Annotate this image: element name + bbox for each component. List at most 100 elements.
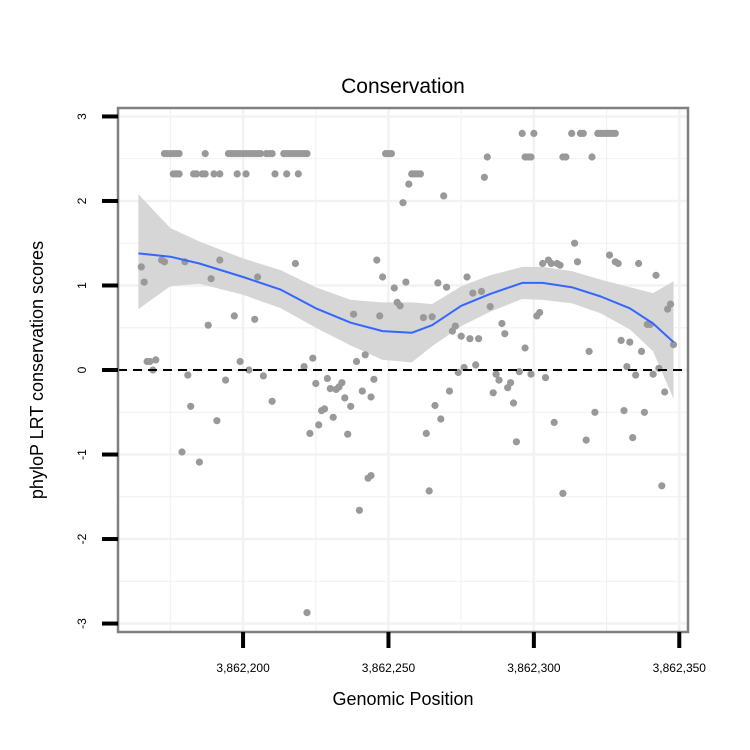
data-point: [402, 278, 410, 286]
smooth-line: [138, 252, 675, 343]
data-point: [480, 173, 488, 181]
y-tick-label: -2: [75, 533, 89, 544]
data-point: [233, 170, 241, 178]
data-point: [146, 357, 154, 366]
data-point: [358, 387, 366, 395]
data-point: [498, 319, 506, 328]
data-point: [588, 153, 596, 161]
data-point: [539, 259, 547, 268]
data-point: [352, 357, 361, 366]
data-point: [184, 371, 192, 379]
data-point: [620, 407, 628, 415]
data-point: [373, 256, 381, 264]
data-point: [323, 374, 331, 383]
data-point: [617, 336, 625, 344]
data-point: [614, 259, 622, 268]
data-point: [582, 436, 590, 444]
data-point: [137, 263, 145, 271]
data-point: [338, 379, 346, 387]
data-point: [477, 287, 486, 295]
data-point: [309, 354, 317, 362]
data-point: [201, 170, 209, 178]
y-tick-label: 2: [75, 197, 89, 204]
data-point: [547, 259, 555, 268]
data-point: [192, 170, 201, 178]
data-point: [559, 489, 567, 497]
data-point: [367, 393, 375, 401]
data-point: [315, 421, 323, 429]
data-point: [550, 418, 558, 426]
data-point: [568, 129, 576, 137]
data-point: [204, 321, 212, 329]
data-point: [562, 153, 570, 161]
data-point: [207, 275, 215, 283]
data-point: [434, 279, 442, 287]
data-point: [445, 387, 454, 395]
data-point: [312, 379, 320, 388]
smooth-line-layer: [138, 252, 675, 343]
data-point: [521, 344, 529, 352]
data-point: [507, 379, 515, 387]
data-point: [306, 429, 314, 437]
data-point: [495, 376, 503, 384]
data-point: [268, 150, 276, 158]
data-point: [320, 405, 329, 413]
data-point: [605, 251, 614, 259]
data-point: [527, 370, 535, 378]
data-point: [530, 129, 538, 137]
data-point: [492, 370, 500, 378]
y-axis: 3 2 1 0 -1 -2 -3: [75, 113, 118, 629]
data-point: [483, 153, 491, 161]
data-point: [201, 150, 209, 158]
data-point: [187, 402, 195, 410]
x-tick-label: 3,862,250: [362, 661, 416, 675]
data-point: [422, 429, 430, 437]
data-point: [466, 335, 474, 343]
data-point: [216, 256, 224, 264]
confidence-band-layer: [138, 194, 674, 399]
data-point: [661, 388, 669, 396]
data-point: [396, 302, 404, 310]
data-point: [591, 408, 599, 416]
data-point: [367, 472, 375, 480]
data-point: [140, 278, 148, 286]
data-point: [175, 150, 183, 158]
data-point: [236, 357, 244, 366]
x-axis: 3,862,200 3,862,250 3,862,300 3,862,350: [216, 632, 706, 675]
data-point: [175, 170, 183, 178]
data-point: [571, 239, 579, 247]
data-point: [216, 170, 224, 178]
data-point: [399, 199, 407, 207]
data-point: [585, 347, 593, 355]
data-point: [472, 361, 480, 369]
data-point: [361, 351, 369, 359]
data-point: [213, 417, 221, 425]
data-point: [405, 180, 413, 188]
data-point: [652, 271, 660, 279]
data-point: [300, 363, 308, 371]
data-point: [210, 170, 218, 178]
y-tick-label: 1: [75, 282, 89, 289]
data-point: [370, 375, 378, 383]
data-point: [669, 341, 678, 349]
data-point: [611, 129, 619, 137]
data-point: [637, 347, 646, 355]
data-point: [457, 332, 465, 340]
confidence-band: [138, 194, 674, 399]
data-point: [251, 315, 259, 323]
data-point: [512, 438, 521, 446]
y-tick-label: 0: [75, 366, 89, 373]
data-point: [350, 310, 358, 318]
data-point: [632, 371, 640, 379]
data-point: [291, 259, 299, 268]
data-point: [326, 385, 334, 393]
data-point: [463, 273, 471, 281]
data-point: [355, 506, 363, 514]
data-point: [541, 374, 550, 382]
data-point: [294, 170, 302, 178]
data-point: [518, 129, 526, 137]
data-point: [419, 314, 427, 322]
data-point: [347, 402, 355, 410]
data-point: [443, 283, 451, 291]
